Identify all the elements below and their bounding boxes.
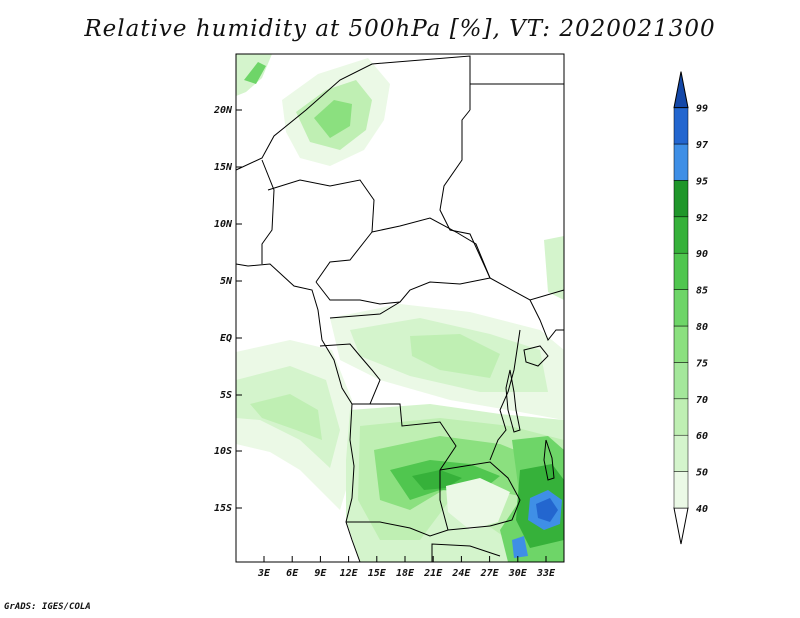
lat-tick-label: 15S xyxy=(214,503,232,514)
border-niger-mali xyxy=(261,159,275,264)
colorbar-box xyxy=(673,180,689,218)
border-nigeria xyxy=(267,179,375,283)
colorbar-label: 70 xyxy=(696,395,708,406)
lon-tick-label: 24E xyxy=(451,568,471,579)
lat-tick-label: 5N xyxy=(220,276,233,287)
colorbar-label: 92 xyxy=(696,213,708,224)
lake-malawi xyxy=(543,439,555,481)
rh-region-se-blue-south xyxy=(512,536,528,558)
lon-tick-label: 27E xyxy=(480,568,500,579)
colorbar-box xyxy=(673,216,689,254)
rh-region-dry-pocket xyxy=(446,478,510,530)
humidity-shading xyxy=(236,54,564,562)
colorbar-box xyxy=(673,252,689,290)
colorbar-box xyxy=(673,471,689,509)
colorbar-label: 97 xyxy=(696,140,708,151)
colorbar-box xyxy=(673,434,689,472)
lon-tick-label: 18E xyxy=(396,568,415,579)
border-cameroon xyxy=(315,277,491,305)
border-car xyxy=(371,217,491,279)
lat-tick-label: 10N xyxy=(214,219,233,230)
colorbar-box xyxy=(673,107,689,145)
colorbar-box xyxy=(673,143,689,181)
border-east-africa xyxy=(529,299,564,341)
lat-tick-label: 5S xyxy=(220,390,232,401)
colorbar-label: 95 xyxy=(696,176,708,187)
colorbar-label: 75 xyxy=(696,358,708,369)
coastline-west-africa xyxy=(235,263,361,563)
lon-tick-label: 6E xyxy=(286,568,299,579)
rh-region-se-blue-core xyxy=(536,498,558,522)
lon-tick-label: 3E xyxy=(257,568,271,579)
colorbar-box xyxy=(673,398,689,436)
colorbar-label: 40 xyxy=(696,504,708,515)
lon-tick-label: 30E xyxy=(508,568,528,579)
lon-tick-label: 21E xyxy=(423,568,443,579)
lat-tick-label: 15N xyxy=(214,162,233,173)
colorbar-label: 80 xyxy=(696,322,708,333)
map-frame xyxy=(235,53,565,563)
colorbar-label: 60 xyxy=(696,431,708,442)
border-namibia xyxy=(346,521,491,537)
colorbar-min-triangle xyxy=(673,507,689,545)
border-north-sahara xyxy=(235,55,471,171)
rh-region-south-strongest xyxy=(412,470,462,490)
colorbar-max-triangle xyxy=(673,71,689,109)
rh-region-east-edge xyxy=(544,236,564,300)
lon-tick-label: 33E xyxy=(536,568,556,579)
rh-region-sahara-core xyxy=(314,100,352,138)
colorbar-label: 99 xyxy=(696,104,708,115)
lon-axis: 3E 6E 9E 12E 15E 18E 21E 24E 27E 30E 33E xyxy=(257,556,556,579)
lon-tick-label: 12E xyxy=(340,568,359,579)
chart-title: Relative humidity at 500hPa [%], VT: 202… xyxy=(84,16,716,42)
colorbar-box xyxy=(673,289,689,327)
lat-tick-label: 20N xyxy=(213,105,233,116)
border-congo-north xyxy=(329,301,401,319)
colorbar-label: 50 xyxy=(696,468,708,479)
border-angola xyxy=(352,403,457,531)
lake-tanganyika xyxy=(505,369,521,433)
lon-tick-label: 15E xyxy=(368,568,387,579)
lat-tick-label: EQ xyxy=(220,333,232,344)
rh-region-atlantic-core xyxy=(250,394,322,440)
border-east xyxy=(439,109,565,301)
credit-label: GrADS: IGES/COLA xyxy=(4,602,91,612)
colorbar-box xyxy=(673,325,689,363)
border-drc-east xyxy=(489,329,521,461)
colorbar-label: 85 xyxy=(696,286,708,297)
rh-region-congo-core xyxy=(410,334,500,378)
colorbar-box xyxy=(673,362,689,400)
lon-tick-label: 9E xyxy=(314,568,327,579)
rh-region-nw-core xyxy=(244,62,266,84)
lat-tick-label: 10S xyxy=(214,446,232,457)
lat-axis: 20N 15N 10N 5N EQ 5S 10S 15S xyxy=(213,105,242,514)
lake-victoria xyxy=(523,345,549,367)
map-lines xyxy=(235,53,565,563)
border-zambia xyxy=(439,461,521,527)
border-south xyxy=(431,543,501,562)
colorbar-label: 90 xyxy=(696,249,708,260)
colorbar: 40 50 60 70 75 80 85 90 92 95 97 99 xyxy=(673,71,708,545)
